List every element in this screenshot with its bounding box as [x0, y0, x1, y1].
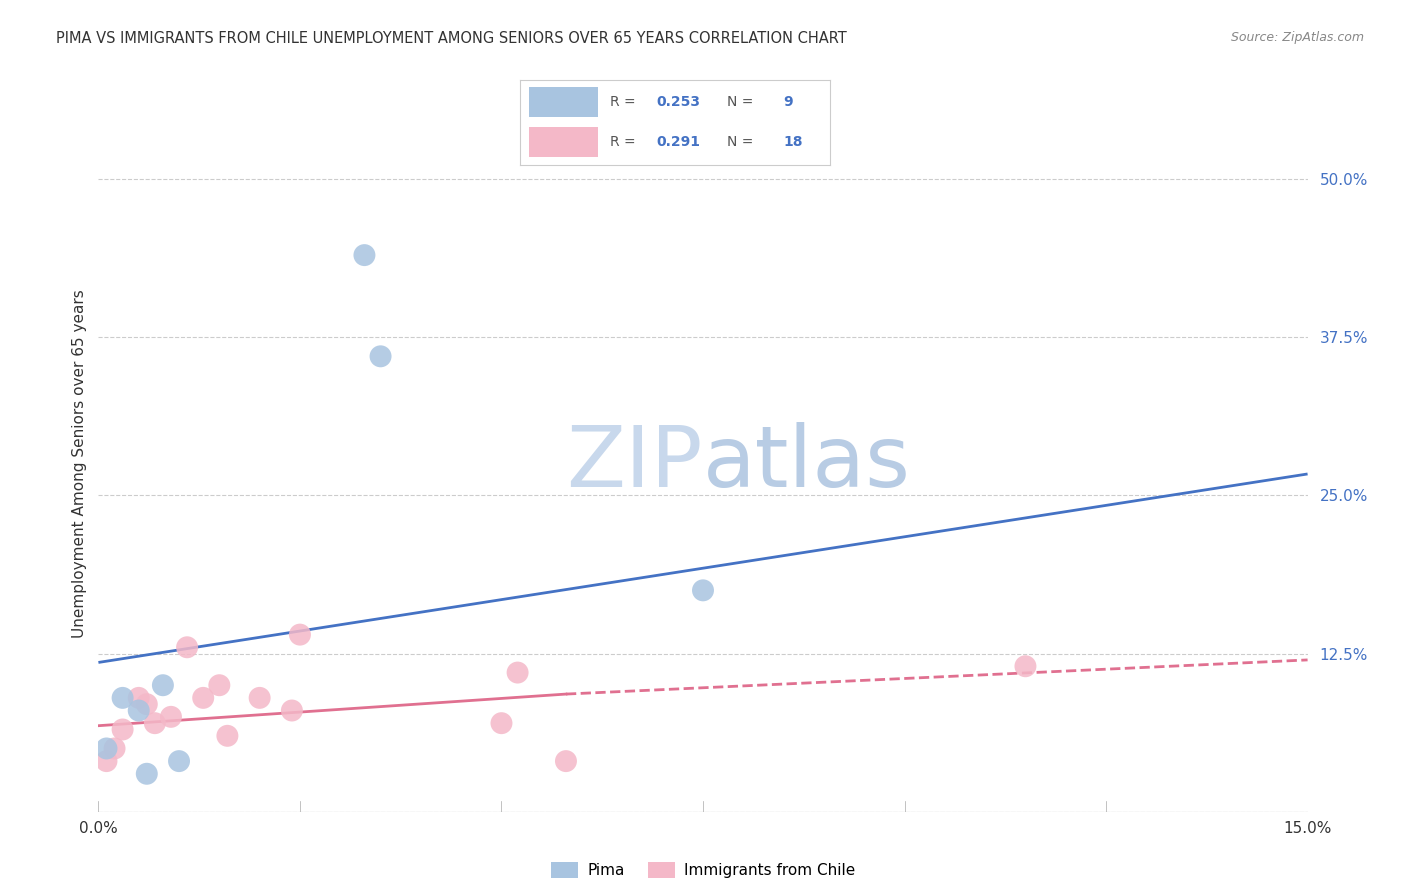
- Point: [1014, 659, 1036, 673]
- Point: [288, 627, 311, 641]
- Bar: [530, 87, 598, 117]
- Legend: Pima, Immigrants from Chile: Pima, Immigrants from Chile: [544, 856, 862, 884]
- Point: [111, 690, 134, 705]
- Point: [128, 704, 150, 718]
- Point: [135, 697, 157, 711]
- Point: [281, 704, 304, 718]
- Point: [128, 690, 150, 705]
- Point: [491, 716, 513, 731]
- Point: [370, 349, 392, 363]
- Point: [160, 710, 183, 724]
- Point: [217, 729, 239, 743]
- Text: R =: R =: [610, 135, 640, 149]
- Point: [152, 678, 174, 692]
- Bar: [530, 127, 598, 157]
- Text: atlas: atlas: [703, 422, 911, 506]
- Point: [96, 754, 118, 768]
- Y-axis label: Unemployment Among Seniors over 65 years: Unemployment Among Seniors over 65 years: [72, 290, 87, 638]
- Point: [103, 741, 125, 756]
- Point: [143, 716, 166, 731]
- Point: [692, 583, 714, 598]
- Text: R =: R =: [610, 95, 640, 109]
- Text: Source: ZipAtlas.com: Source: ZipAtlas.com: [1230, 31, 1364, 45]
- Text: PIMA VS IMMIGRANTS FROM CHILE UNEMPLOYMENT AMONG SENIORS OVER 65 YEARS CORRELATI: PIMA VS IMMIGRANTS FROM CHILE UNEMPLOYME…: [56, 31, 846, 46]
- Point: [111, 723, 134, 737]
- Text: N =: N =: [727, 95, 758, 109]
- Text: 0.253: 0.253: [657, 95, 700, 109]
- Text: 9: 9: [783, 95, 793, 109]
- Text: 18: 18: [783, 135, 803, 149]
- Point: [176, 640, 198, 655]
- Point: [167, 754, 190, 768]
- Point: [208, 678, 231, 692]
- Point: [353, 248, 375, 262]
- Point: [135, 766, 157, 780]
- Point: [506, 665, 529, 680]
- Point: [193, 690, 215, 705]
- Text: N =: N =: [727, 135, 758, 149]
- Text: ZIP: ZIP: [567, 422, 703, 506]
- Point: [96, 741, 118, 756]
- Point: [555, 754, 578, 768]
- Text: 0.291: 0.291: [657, 135, 700, 149]
- Point: [249, 690, 271, 705]
